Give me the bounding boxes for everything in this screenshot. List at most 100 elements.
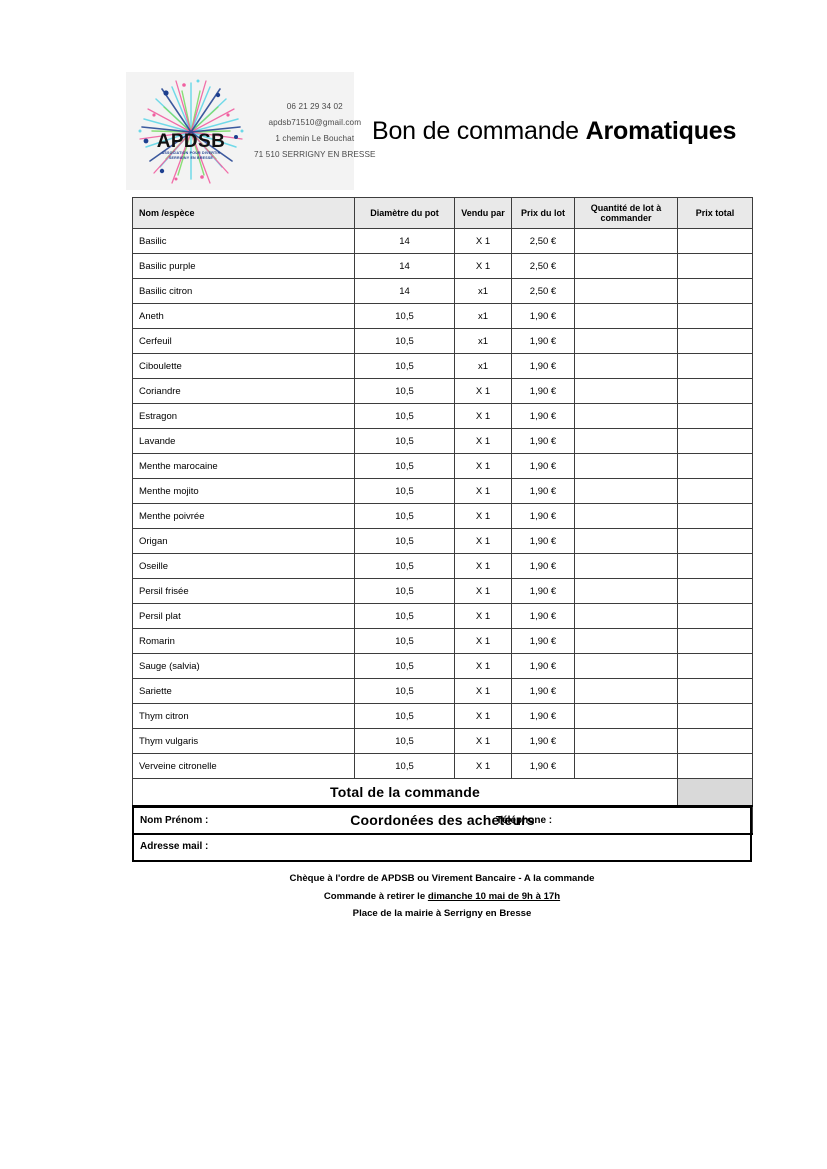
table-row: Origan 10,5 X 1 1,90 € — [132, 528, 753, 554]
table-row: Coriandre 10,5 X 1 1,90 € — [132, 378, 753, 404]
association-logo-block: APDSB ASSOCIATION POUR DIVERTIR SERRIGNY… — [126, 72, 375, 190]
quantity-input-cell[interactable] — [574, 328, 678, 354]
quantity-input-cell[interactable] — [574, 753, 678, 779]
total-price-cell[interactable] — [677, 303, 753, 329]
sold-by-cell: X 1 — [454, 253, 512, 279]
page-title: Bon de commande Aromatiques — [354, 117, 754, 146]
column-header-lot-price: Prix du lot — [511, 197, 575, 229]
buyer-details-box: Nom Prénom : Téléphone : Adresse mail : — [132, 806, 752, 862]
sold-by-cell: X 1 — [454, 703, 512, 729]
table-row: Sariette 10,5 X 1 1,90 € — [132, 678, 753, 704]
quantity-input-cell[interactable] — [574, 728, 678, 754]
column-header-name: Nom /espèce — [132, 197, 355, 229]
product-name-cell: Basilic citron — [132, 278, 355, 304]
total-row: Total de la commande — [132, 778, 753, 807]
table-row: Basilic citron 14 x1 2,50 € — [132, 278, 753, 304]
table-row: Basilic purple 14 X 1 2,50 € — [132, 253, 753, 279]
total-price-cell[interactable] — [677, 653, 753, 679]
logo-wordmark: APDSB — [156, 131, 226, 152]
total-price-cell[interactable] — [677, 678, 753, 704]
total-price-cell[interactable] — [677, 503, 753, 529]
sold-by-cell: X 1 — [454, 528, 512, 554]
pot-diameter-cell: 14 — [354, 278, 455, 304]
sold-by-cell: X 1 — [454, 378, 512, 404]
sold-by-cell: x1 — [454, 328, 512, 354]
quantity-input-cell[interactable] — [574, 253, 678, 279]
total-price-cell[interactable] — [677, 628, 753, 654]
total-price-cell[interactable] — [677, 453, 753, 479]
table-header-row: Nom /espèce Diamètre du pot Vendu par Pr… — [132, 197, 753, 229]
document-header: APDSB ASSOCIATION POUR DIVERTIR SERRIGNY… — [126, 72, 754, 190]
total-price-cell[interactable] — [677, 478, 753, 504]
pot-diameter-cell: 10,5 — [354, 728, 455, 754]
sold-by-cell: X 1 — [454, 753, 512, 779]
table-row: Romarin 10,5 X 1 1,90 € — [132, 628, 753, 654]
lot-price-cell: 1,90 € — [511, 303, 575, 329]
quantity-input-cell[interactable] — [574, 653, 678, 679]
total-price-cell[interactable] — [677, 403, 753, 429]
quantity-input-cell[interactable] — [574, 678, 678, 704]
total-price-cell[interactable] — [677, 553, 753, 579]
sold-by-cell: X 1 — [454, 628, 512, 654]
quantity-input-cell[interactable] — [574, 278, 678, 304]
quantity-input-cell[interactable] — [574, 403, 678, 429]
lot-price-cell: 1,90 € — [511, 603, 575, 629]
product-name-cell: Oseille — [132, 553, 355, 579]
quantity-input-cell[interactable] — [574, 353, 678, 379]
quantity-input-cell[interactable] — [574, 703, 678, 729]
total-price-cell[interactable] — [677, 378, 753, 404]
pot-diameter-cell: 10,5 — [354, 653, 455, 679]
table-row: Thym vulgaris 10,5 X 1 1,90 € — [132, 728, 753, 754]
total-price-cell[interactable] — [677, 728, 753, 754]
total-price-cell[interactable] — [677, 753, 753, 779]
table-row: Menthe mojito 10,5 X 1 1,90 € — [132, 478, 753, 504]
footer-pickup-date: dimanche 10 mai de 9h à 17h — [427, 890, 561, 902]
sold-by-cell: X 1 — [454, 453, 512, 479]
table-row: Ciboulette 10,5 x1 1,90 € — [132, 353, 753, 379]
total-price-cell[interactable] — [677, 353, 753, 379]
quantity-input-cell[interactable] — [574, 528, 678, 554]
total-price-cell[interactable] — [677, 228, 753, 254]
sold-by-cell: X 1 — [454, 653, 512, 679]
total-price-cell[interactable] — [677, 328, 753, 354]
quantity-input-cell[interactable] — [574, 603, 678, 629]
quantity-input-cell[interactable] — [574, 503, 678, 529]
sold-by-cell: x1 — [454, 353, 512, 379]
logo-subline-1: ASSOCIATION POUR DIVERTIR — [161, 151, 221, 155]
document-footer: Chèque à l'ordre de APDSB ou Virement Ba… — [132, 870, 752, 923]
total-price-cell[interactable] — [677, 603, 753, 629]
logo-subline: ASSOCIATION POUR DIVERTIR SERRIGNY EN BR… — [136, 151, 246, 162]
total-price-cell[interactable] — [677, 578, 753, 604]
quantity-input-cell[interactable] — [574, 303, 678, 329]
logo-subline-2: SERRIGNY EN BRESSE — [168, 156, 214, 161]
table-row: Basilic 14 X 1 2,50 € — [132, 228, 753, 254]
quantity-input-cell[interactable] — [574, 453, 678, 479]
total-price-cell[interactable] — [677, 528, 753, 554]
page-title-regular: Bon de commande — [372, 116, 586, 145]
quantity-input-cell[interactable] — [574, 428, 678, 454]
pot-diameter-cell: 10,5 — [354, 453, 455, 479]
lot-price-cell: 1,90 € — [511, 378, 575, 404]
quantity-input-cell[interactable] — [574, 228, 678, 254]
total-price-cell[interactable] — [677, 703, 753, 729]
total-price-cell[interactable] — [677, 428, 753, 454]
quantity-input-cell[interactable] — [574, 628, 678, 654]
quantity-input-cell[interactable] — [574, 478, 678, 504]
quantity-input-cell[interactable] — [574, 553, 678, 579]
pot-diameter-cell: 10,5 — [354, 303, 455, 329]
quantity-input-cell[interactable] — [574, 578, 678, 604]
lot-price-cell: 1,90 € — [511, 453, 575, 479]
lot-price-cell: 1,90 € — [511, 328, 575, 354]
table-row: Aneth 10,5 x1 1,90 € — [132, 303, 753, 329]
pot-diameter-cell: 14 — [354, 228, 455, 254]
fireworks-logo-icon: APDSB ASSOCIATION POUR DIVERTIR SERRIGNY… — [132, 75, 250, 187]
total-price-cell[interactable] — [677, 278, 753, 304]
order-table-header: Nom /espèce Diamètre du pot Vendu par Pr… — [132, 197, 753, 229]
product-name-cell: Basilic purple — [132, 253, 355, 279]
lot-price-cell: 1,90 € — [511, 503, 575, 529]
total-price-cell[interactable] — [677, 253, 753, 279]
quantity-input-cell[interactable] — [574, 378, 678, 404]
lot-price-cell: 2,50 € — [511, 253, 575, 279]
total-value-cell[interactable] — [677, 778, 753, 807]
